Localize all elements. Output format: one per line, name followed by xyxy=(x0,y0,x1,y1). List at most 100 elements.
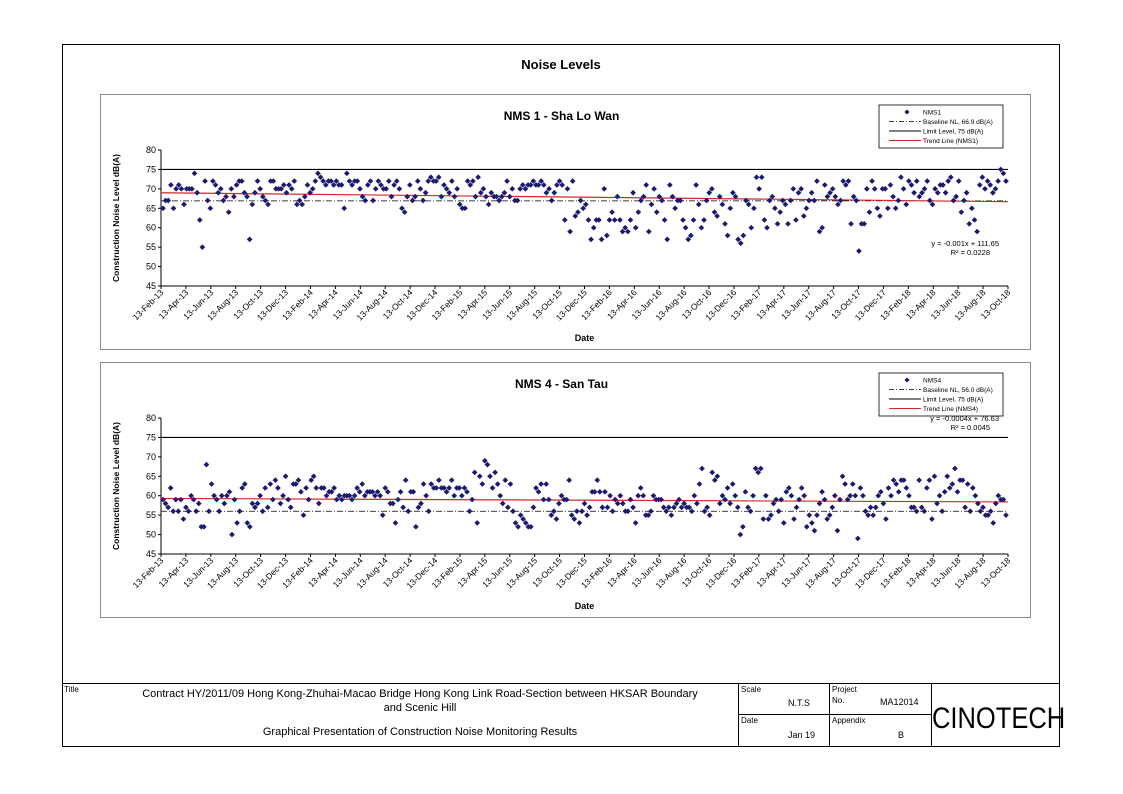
data-point xyxy=(995,492,1002,499)
data-point xyxy=(433,178,439,184)
data-point xyxy=(330,182,337,188)
data-point xyxy=(262,485,269,491)
data-point xyxy=(482,457,488,464)
data-point xyxy=(939,508,945,515)
data-point xyxy=(254,178,261,184)
data-point xyxy=(221,500,228,507)
data-point xyxy=(722,496,728,503)
data-point xyxy=(507,481,514,487)
data-point xyxy=(193,508,200,515)
data-point xyxy=(932,186,938,192)
data-point xyxy=(653,209,660,215)
data-point xyxy=(259,193,266,200)
y-tick-label: 80 xyxy=(146,413,156,423)
legend-entry: Baseline NL, 56.0 dB(A) xyxy=(923,387,993,394)
title-label: Title xyxy=(64,685,79,694)
data-point xyxy=(448,477,455,483)
data-point xyxy=(579,508,585,515)
data-point xyxy=(840,178,847,184)
data-point xyxy=(931,473,938,480)
data-point xyxy=(661,217,668,223)
legend-entry: Trend Line (NMS4) xyxy=(923,406,978,413)
data-point xyxy=(566,477,573,483)
data-point xyxy=(857,485,864,491)
data-point xyxy=(310,473,317,480)
data-point xyxy=(378,182,384,188)
data-point xyxy=(346,492,353,499)
data-point xyxy=(953,193,959,200)
data-point xyxy=(241,189,248,196)
data-point xyxy=(860,492,866,499)
data-point xyxy=(753,174,760,181)
data-point xyxy=(374,489,381,495)
data-point xyxy=(202,178,208,184)
data-point xyxy=(244,193,250,200)
data-point xyxy=(199,244,206,250)
data-point xyxy=(510,508,516,515)
data-point xyxy=(173,186,179,192)
data-point xyxy=(950,197,957,204)
y-tick-label: 60 xyxy=(146,491,156,501)
data-point xyxy=(729,481,736,487)
data-point xyxy=(213,496,220,503)
data-point xyxy=(270,178,277,184)
data-point xyxy=(948,174,954,181)
legend-entry: NMS1 xyxy=(923,110,941,117)
data-point xyxy=(564,186,571,192)
data-point xyxy=(809,520,815,526)
data-point xyxy=(559,182,566,188)
data-point xyxy=(461,485,468,491)
data-point xyxy=(648,508,654,515)
data-point xyxy=(370,197,376,204)
data-point xyxy=(672,205,678,212)
data-point xyxy=(814,512,820,518)
date-label: Date xyxy=(741,716,758,725)
chart-panel-nms1: NMS 1 - Sha Lo Wan 45 50 55 60 65 70 75 80 Constr… xyxy=(100,94,1031,350)
data-point xyxy=(303,485,309,491)
data-point xyxy=(382,485,389,491)
data-point xyxy=(895,489,902,495)
data-point xyxy=(417,186,424,192)
data-point xyxy=(594,477,601,483)
data-point xyxy=(764,224,770,231)
data-point xyxy=(719,201,726,208)
data-point xyxy=(992,500,999,507)
data-point xyxy=(372,186,379,192)
data-point xyxy=(940,182,946,188)
data-point xyxy=(572,213,579,219)
data-point xyxy=(946,485,953,491)
data-point xyxy=(997,166,1004,173)
data-point xyxy=(976,182,983,188)
data-point xyxy=(638,197,644,204)
data-point xyxy=(782,201,789,208)
data-point xyxy=(798,485,805,491)
data-point xyxy=(671,504,677,511)
data-point xyxy=(622,224,629,231)
data-point xyxy=(410,489,417,495)
data-point xyxy=(207,205,214,212)
data-point xyxy=(596,489,603,495)
legend-box xyxy=(878,104,1004,149)
data-point xyxy=(333,496,340,503)
data-point xyxy=(456,485,463,491)
data-point xyxy=(847,492,854,499)
data-point xyxy=(834,527,841,534)
data-point xyxy=(694,500,700,507)
data-point xyxy=(617,492,624,499)
project-no-label: No. xyxy=(832,696,845,705)
data-point xyxy=(837,496,843,503)
data-point xyxy=(619,500,626,507)
data-point xyxy=(443,489,450,495)
data-point xyxy=(584,512,590,518)
data-point xyxy=(304,182,311,188)
company-logo: CINOTECH xyxy=(932,702,1066,735)
data-point xyxy=(870,512,876,518)
data-point xyxy=(388,193,395,200)
data-point xyxy=(470,178,476,184)
data-point xyxy=(722,221,728,227)
data-point xyxy=(181,201,187,208)
data-point xyxy=(711,209,718,215)
page-title: Noise Levels xyxy=(521,57,601,72)
data-point xyxy=(874,205,881,212)
data-point xyxy=(505,504,511,511)
